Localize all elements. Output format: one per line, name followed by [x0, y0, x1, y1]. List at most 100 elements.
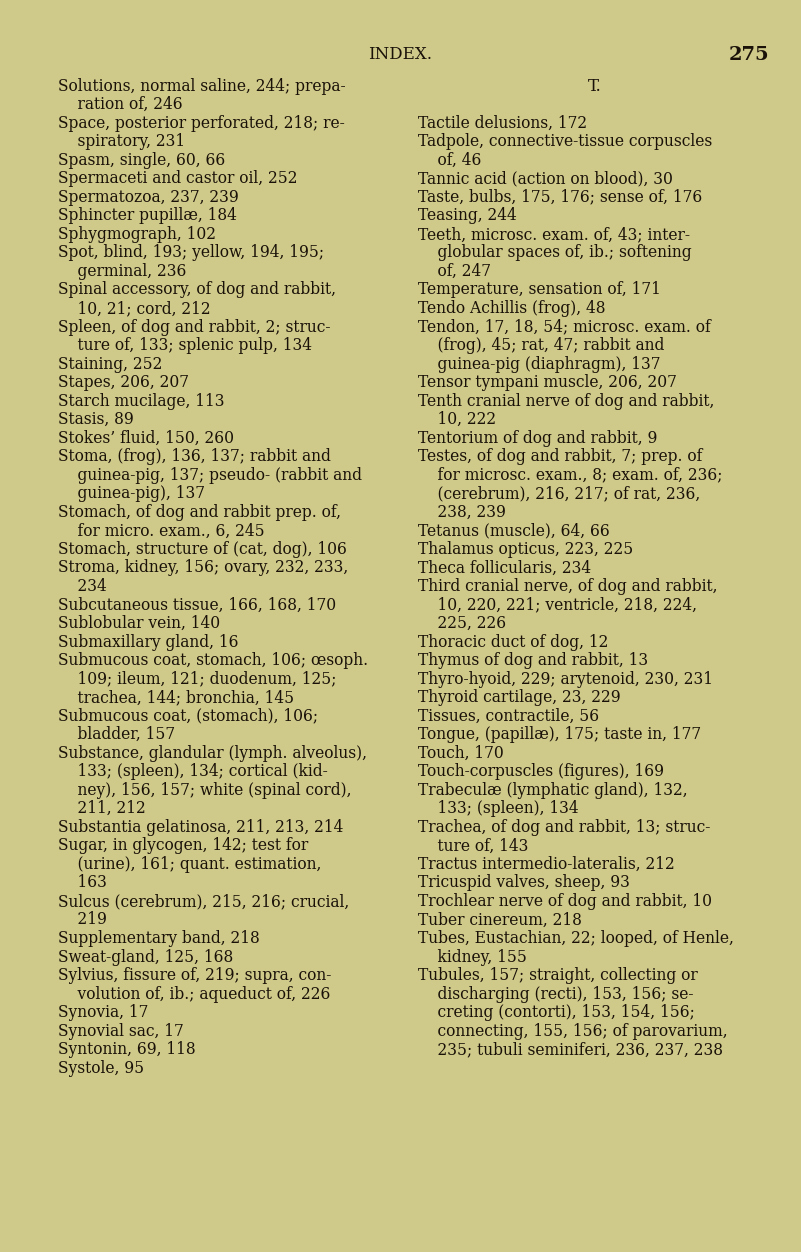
- Text: Syntonin, 69, 118: Syntonin, 69, 118: [58, 1042, 195, 1058]
- Text: guinea-pig (diaphragm), 137: guinea-pig (diaphragm), 137: [418, 356, 661, 373]
- Text: Taste, bulbs, 175, 176; sense of, 176: Taste, bulbs, 175, 176; sense of, 176: [418, 189, 702, 205]
- Text: Stapes, 206, 207: Stapes, 206, 207: [58, 374, 189, 391]
- Text: ture of, 133; splenic pulp, 134: ture of, 133; splenic pulp, 134: [58, 337, 312, 354]
- Text: 275: 275: [728, 46, 769, 64]
- Text: (urine), 161; quant. estimation,: (urine), 161; quant. estimation,: [58, 856, 321, 873]
- Text: Stokes’ fluid, 150, 260: Stokes’ fluid, 150, 260: [58, 429, 234, 447]
- Text: Subcutaneous tissue, 166, 168, 170: Subcutaneous tissue, 166, 168, 170: [58, 596, 336, 613]
- Text: Sweat-gland, 125, 168: Sweat-gland, 125, 168: [58, 949, 233, 965]
- Text: Tricuspid valves, sheep, 93: Tricuspid valves, sheep, 93: [418, 874, 630, 891]
- Text: 225, 226: 225, 226: [418, 615, 506, 632]
- Text: T.: T.: [587, 78, 602, 95]
- Text: 109; ileum, 121; duodenum, 125;: 109; ileum, 121; duodenum, 125;: [58, 671, 336, 687]
- Text: Spermaceti and castor oil, 252: Spermaceti and castor oil, 252: [58, 170, 297, 188]
- Text: Sugar, in glycogen, 142; test for: Sugar, in glycogen, 142; test for: [58, 838, 308, 854]
- Text: Spot, blind, 193; yellow, 194, 195;: Spot, blind, 193; yellow, 194, 195;: [58, 244, 324, 262]
- Text: 133; (spleen), 134: 133; (spleen), 134: [418, 800, 579, 818]
- Text: Synovia, 17: Synovia, 17: [58, 1004, 148, 1022]
- Text: Sylvius, fissure of, 219; supra, con-: Sylvius, fissure of, 219; supra, con-: [58, 967, 331, 984]
- Text: 235; tubuli seminiferi, 236, 237, 238: 235; tubuli seminiferi, 236, 237, 238: [418, 1042, 723, 1058]
- Text: 10, 21; cord, 212: 10, 21; cord, 212: [58, 300, 211, 317]
- Text: Substance, glandular (lymph. alveolus),: Substance, glandular (lymph. alveolus),: [58, 745, 367, 761]
- Text: Teeth, microsc. exam. of, 43; inter-: Teeth, microsc. exam. of, 43; inter-: [418, 225, 690, 243]
- Text: 238, 239: 238, 239: [418, 503, 506, 521]
- Text: Stroma, kidney, 156; ovary, 232, 233,: Stroma, kidney, 156; ovary, 232, 233,: [58, 560, 348, 576]
- Text: (cerebrum), 216, 217; of rat, 236,: (cerebrum), 216, 217; of rat, 236,: [418, 486, 700, 502]
- Text: Touch, 170: Touch, 170: [418, 745, 504, 761]
- Text: Thoracic duct of dog, 12: Thoracic duct of dog, 12: [418, 634, 609, 651]
- Text: Sphincter pupillæ, 184: Sphincter pupillæ, 184: [58, 208, 236, 224]
- Text: Thyro-hyoid, 229; arytenoid, 230, 231: Thyro-hyoid, 229; arytenoid, 230, 231: [418, 671, 713, 687]
- Text: Tactile delusions, 172: Tactile delusions, 172: [418, 115, 587, 131]
- Text: (frog), 45; rat, 47; rabbit and: (frog), 45; rat, 47; rabbit and: [418, 337, 665, 354]
- Text: Submucous coat, (stomach), 106;: Submucous coat, (stomach), 106;: [58, 707, 318, 725]
- Text: Tractus intermedio-lateralis, 212: Tractus intermedio-lateralis, 212: [418, 856, 675, 873]
- Text: Tannic acid (action on blood), 30: Tannic acid (action on blood), 30: [418, 170, 673, 188]
- Text: bladder, 157: bladder, 157: [58, 726, 175, 744]
- Text: Space, posterior perforated, 218; re-: Space, posterior perforated, 218; re-: [58, 115, 344, 131]
- Text: discharging (recti), 153, 156; se-: discharging (recti), 153, 156; se-: [418, 985, 694, 1003]
- Text: Theca follicularis, 234: Theca follicularis, 234: [418, 560, 591, 576]
- Text: 10, 220, 221; ventricle, 218, 224,: 10, 220, 221; ventricle, 218, 224,: [418, 596, 697, 613]
- Text: Substantia gelatinosa, 211, 213, 214: Substantia gelatinosa, 211, 213, 214: [58, 819, 343, 836]
- Text: guinea-pig, 137; pseudo- (rabbit and: guinea-pig, 137; pseudo- (rabbit and: [58, 467, 362, 483]
- Text: Spasm, single, 60, 66: Spasm, single, 60, 66: [58, 151, 225, 169]
- Text: Tensor tympani muscle, 206, 207: Tensor tympani muscle, 206, 207: [418, 374, 677, 391]
- Text: ture of, 143: ture of, 143: [418, 838, 529, 854]
- Text: 234: 234: [58, 578, 107, 595]
- Text: Systole, 95: Systole, 95: [58, 1059, 144, 1077]
- Text: Sphygmograph, 102: Sphygmograph, 102: [58, 225, 215, 243]
- Text: Tetanus (muscle), 64, 66: Tetanus (muscle), 64, 66: [418, 522, 610, 540]
- Text: Stasis, 89: Stasis, 89: [58, 411, 134, 428]
- Text: connecting, 155, 156; of parovarium,: connecting, 155, 156; of parovarium,: [418, 1023, 728, 1039]
- Text: Thyroid cartilage, 23, 229: Thyroid cartilage, 23, 229: [418, 689, 621, 706]
- Text: spiratory, 231: spiratory, 231: [58, 133, 185, 150]
- Text: germinal, 236: germinal, 236: [58, 263, 186, 280]
- Text: of, 247: of, 247: [418, 263, 491, 280]
- Text: Trabeculæ (lymphatic gland), 132,: Trabeculæ (lymphatic gland), 132,: [418, 781, 688, 799]
- Text: Spinal accessory, of dog and rabbit,: Spinal accessory, of dog and rabbit,: [58, 282, 336, 298]
- Text: Tubules, 157; straight, collecting or: Tubules, 157; straight, collecting or: [418, 967, 698, 984]
- Text: Sulcus (cerebrum), 215, 216; crucial,: Sulcus (cerebrum), 215, 216; crucial,: [58, 893, 349, 910]
- Text: of, 46: of, 46: [418, 151, 481, 169]
- Text: Trachea, of dog and rabbit, 13; struc-: Trachea, of dog and rabbit, 13; struc-: [418, 819, 710, 836]
- Text: 163: 163: [58, 874, 107, 891]
- Text: ration of, 246: ration of, 246: [58, 96, 183, 113]
- Text: Supplementary band, 218: Supplementary band, 218: [58, 930, 260, 947]
- Text: Stomach, structure of (cat, dog), 106: Stomach, structure of (cat, dog), 106: [58, 541, 347, 558]
- Text: kidney, 155: kidney, 155: [418, 949, 527, 965]
- Text: for microsc. exam., 8; exam. of, 236;: for microsc. exam., 8; exam. of, 236;: [418, 467, 723, 483]
- Text: globular spaces of, ib.; softening: globular spaces of, ib.; softening: [418, 244, 692, 262]
- Text: volution of, ib.; aqueduct of, 226: volution of, ib.; aqueduct of, 226: [58, 985, 330, 1003]
- Text: Temperature, sensation of, 171: Temperature, sensation of, 171: [418, 282, 661, 298]
- Text: Tuber cinereum, 218: Tuber cinereum, 218: [418, 911, 582, 929]
- Text: Trochlear nerve of dog and rabbit, 10: Trochlear nerve of dog and rabbit, 10: [418, 893, 712, 910]
- Text: Spleen, of dog and rabbit, 2; struc-: Spleen, of dog and rabbit, 2; struc-: [58, 318, 330, 336]
- Text: Staining, 252: Staining, 252: [58, 356, 162, 373]
- Text: Tissues, contractile, 56: Tissues, contractile, 56: [418, 707, 599, 725]
- Text: 211, 212: 211, 212: [58, 800, 146, 818]
- Text: Solutions, normal saline, 244; prepa-: Solutions, normal saline, 244; prepa-: [58, 78, 345, 95]
- Text: creting (contorti), 153, 154, 156;: creting (contorti), 153, 154, 156;: [418, 1004, 695, 1022]
- Text: for micro. exam., 6, 245: for micro. exam., 6, 245: [58, 522, 264, 540]
- Text: Touch-corpuscles (figures), 169: Touch-corpuscles (figures), 169: [418, 764, 664, 780]
- Text: guinea-pig), 137: guinea-pig), 137: [58, 486, 205, 502]
- Text: Tendon, 17, 18, 54; microsc. exam. of: Tendon, 17, 18, 54; microsc. exam. of: [418, 318, 710, 336]
- Text: trachea, 144; bronchia, 145: trachea, 144; bronchia, 145: [58, 689, 294, 706]
- Text: Stoma, (frog), 136, 137; rabbit and: Stoma, (frog), 136, 137; rabbit and: [58, 448, 331, 466]
- Text: Stomach, of dog and rabbit prep. of,: Stomach, of dog and rabbit prep. of,: [58, 503, 340, 521]
- Text: Tubes, Eustachian, 22; looped, of Henle,: Tubes, Eustachian, 22; looped, of Henle,: [418, 930, 734, 947]
- Text: Synovial sac, 17: Synovial sac, 17: [58, 1023, 183, 1039]
- Text: Tenth cranial nerve of dog and rabbit,: Tenth cranial nerve of dog and rabbit,: [418, 393, 714, 409]
- Text: Tadpole, connective-tissue corpuscles: Tadpole, connective-tissue corpuscles: [418, 133, 712, 150]
- Text: Spermatozoa, 237, 239: Spermatozoa, 237, 239: [58, 189, 239, 205]
- Text: 219: 219: [58, 911, 107, 929]
- Text: 133; (spleen), 134; cortical (kid-: 133; (spleen), 134; cortical (kid-: [58, 764, 328, 780]
- Text: Thalamus opticus, 223, 225: Thalamus opticus, 223, 225: [418, 541, 634, 558]
- Text: 10, 222: 10, 222: [418, 411, 497, 428]
- Text: Submucous coat, stomach, 106; œsoph.: Submucous coat, stomach, 106; œsoph.: [58, 652, 368, 669]
- Text: Teasing, 244: Teasing, 244: [418, 208, 517, 224]
- Text: Third cranial nerve, of dog and rabbit,: Third cranial nerve, of dog and rabbit,: [418, 578, 718, 595]
- Text: Tendo Achillis (frog), 48: Tendo Achillis (frog), 48: [418, 300, 606, 317]
- Text: Testes, of dog and rabbit, 7; prep. of: Testes, of dog and rabbit, 7; prep. of: [418, 448, 702, 466]
